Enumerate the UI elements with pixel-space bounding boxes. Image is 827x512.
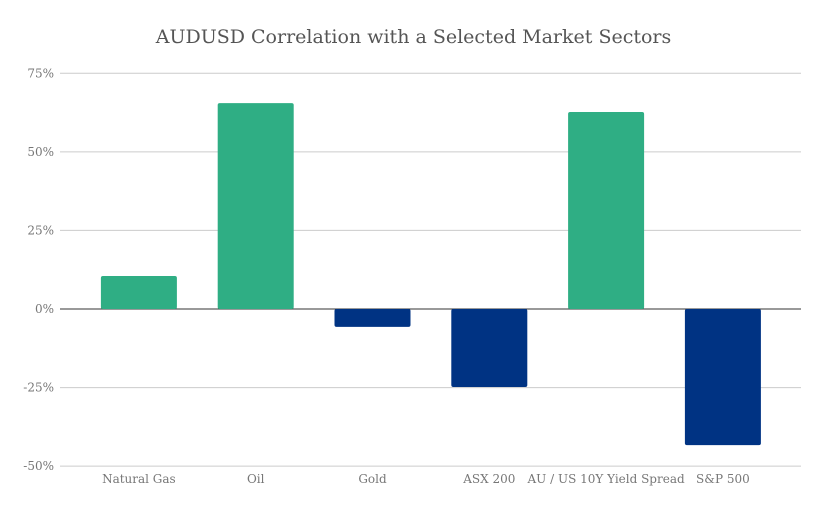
chart-title: AUDUSD Correlation with a Selected Marke… bbox=[155, 26, 672, 48]
x-tick-label: ASX 200 bbox=[462, 472, 515, 486]
bar-s-p-500 bbox=[684, 309, 761, 446]
bar-asx-200 bbox=[451, 309, 528, 387]
x-tick-label: Oil bbox=[247, 472, 265, 486]
y-tick-label: 0% bbox=[35, 302, 54, 316]
y-tick-label: 25% bbox=[27, 223, 54, 237]
y-tick-label: 50% bbox=[27, 145, 54, 159]
x-tick-label: AU / US 10Y Yield Spread bbox=[527, 472, 685, 486]
y-tick-label: -25% bbox=[23, 381, 54, 395]
x-tick-label: Gold bbox=[358, 472, 387, 486]
x-tick-label: S&P 500 bbox=[696, 472, 750, 486]
bar-au-us-10y-yield-spread bbox=[568, 111, 645, 309]
bar-natural-gas bbox=[100, 276, 177, 309]
bar-oil bbox=[217, 103, 294, 309]
bar-gold bbox=[334, 309, 411, 327]
y-tick-label: -50% bbox=[23, 459, 54, 473]
y-tick-label: 75% bbox=[27, 66, 54, 80]
x-tick-label: Natural Gas bbox=[102, 472, 176, 486]
